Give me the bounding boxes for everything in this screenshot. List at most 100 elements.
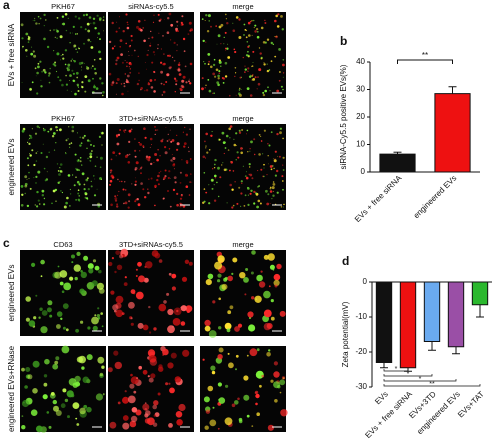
fluorescence-dot [21, 82, 23, 83]
fluorescence-dot [35, 182, 37, 184]
fluorescence-dot [93, 67, 97, 71]
bar [399, 281, 417, 369]
fluorescence-dot [169, 55, 171, 57]
fluorescence-dot [149, 146, 151, 148]
fluorescence-dot [175, 27, 178, 31]
fluorescence-dot [153, 414, 156, 417]
fluorescence-dot [79, 288, 85, 294]
fluorescence-dot [175, 83, 178, 86]
fluorescence-dot [227, 56, 231, 59]
fluorescence-dot [204, 140, 206, 143]
fluorescence-dot [268, 69, 271, 71]
fluorescence-dot [224, 322, 232, 330]
fluorescence-dot [181, 23, 184, 26]
fluorescence-dot [35, 152, 38, 154]
fluorescence-dot [125, 80, 129, 84]
significance-bracket [383, 369, 409, 372]
fluorescence-dot [167, 176, 170, 180]
fluorescence-dot [230, 161, 232, 162]
fluorescence-dot [166, 31, 170, 34]
fluorescence-dot [69, 276, 74, 281]
fluorescence-dot [180, 194, 183, 197]
fluorescence-dot [247, 194, 249, 196]
fluorescence-dot [220, 65, 222, 67]
fluorescence-dot [31, 81, 34, 84]
fluorescence-dot [78, 169, 80, 172]
fluorescence-dot [51, 135, 55, 138]
fluorescence-dot [273, 279, 280, 286]
fluorescence-dot [43, 25, 45, 27]
fluorescence-dot [270, 316, 275, 321]
fluorescence-dot [87, 188, 90, 191]
fluorescence-dot [210, 365, 216, 371]
fluorescence-dot [180, 321, 186, 326]
fluorescence-dot [52, 363, 59, 370]
fluorescence-dot [160, 48, 162, 50]
fluorescence-dot [91, 316, 99, 325]
fluorescence-dot [34, 132, 38, 135]
fluorescence-dot [216, 81, 220, 84]
fluorescence-dot [273, 273, 281, 281]
fluorescence-dot [83, 183, 86, 186]
fluorescence-dot [182, 37, 186, 41]
fluorescence-dot [204, 87, 206, 89]
fluorescence-dot [94, 178, 96, 180]
fluorescence-dot [255, 393, 260, 399]
fluorescence-dot [67, 174, 70, 177]
fluorescence-dot [134, 138, 136, 140]
fluorescence-dot [133, 49, 136, 52]
fluorescence-dot [50, 127, 53, 130]
fluorescence-dot [72, 174, 74, 176]
fluorescence-dot [61, 290, 65, 294]
fluorescence-dot [83, 404, 88, 409]
fluorescence-dot [247, 151, 249, 153]
fluorescence-dot [237, 323, 243, 328]
fluorescence-dot [279, 310, 286, 317]
fluorescence-dot [251, 177, 254, 180]
fluorescence-dot [255, 402, 258, 406]
fluorescence-dot [96, 14, 99, 17]
fluorescence-dot [74, 276, 78, 281]
fluorescence-dot [140, 88, 142, 91]
fluorescence-dot [172, 318, 181, 326]
fluorescence-dot [270, 299, 274, 303]
fluorescence-dot [65, 201, 68, 205]
fluorescence-dot [47, 130, 50, 133]
column-header: merge [232, 114, 253, 123]
fluorescence-dot [176, 69, 178, 71]
fluorescence-dot [150, 86, 154, 89]
fluorescence-dot [99, 77, 102, 80]
fluorescence-dot [52, 132, 56, 135]
fluorescence-dot [258, 153, 261, 156]
column-header: 3TD+siRNAs-cy5.5 [119, 240, 183, 249]
fluorescence-dot [249, 166, 251, 168]
fluorescence-dot [29, 88, 32, 91]
fluorescence-dot [160, 82, 163, 85]
fluorescence-dot [92, 21, 96, 25]
fluorescence-dot [202, 358, 205, 361]
panel-letter: b [340, 34, 347, 48]
fluorescence-dot [184, 65, 187, 68]
y-tick-label: 40 [356, 57, 365, 66]
fluorescence-dot [43, 382, 48, 387]
fluorescence-dot [256, 205, 259, 209]
fluorescence-dot [161, 94, 163, 96]
fluorescence-dot [129, 68, 131, 70]
fluorescence-dot [273, 159, 277, 163]
fluorescence-dot [97, 356, 105, 364]
fluorescence-dot [202, 155, 206, 159]
fluorescence-dot [60, 317, 63, 320]
fluorescence-dot [189, 62, 193, 66]
fluorescence-dot [263, 254, 269, 260]
fluorescence-dot [176, 134, 178, 136]
fluorescence-dot [163, 176, 166, 180]
fluorescence-dot [209, 419, 217, 427]
fluorescence-dot [54, 64, 57, 67]
fluorescence-dot [157, 13, 160, 16]
fluorescence-dot [266, 202, 270, 206]
fluorescence-dot [266, 174, 268, 176]
fluorescence-dot [76, 180, 80, 184]
fluorescence-dot [35, 175, 38, 178]
y-tick-label: 0 [363, 277, 368, 286]
fluorescence-dot [186, 175, 188, 177]
